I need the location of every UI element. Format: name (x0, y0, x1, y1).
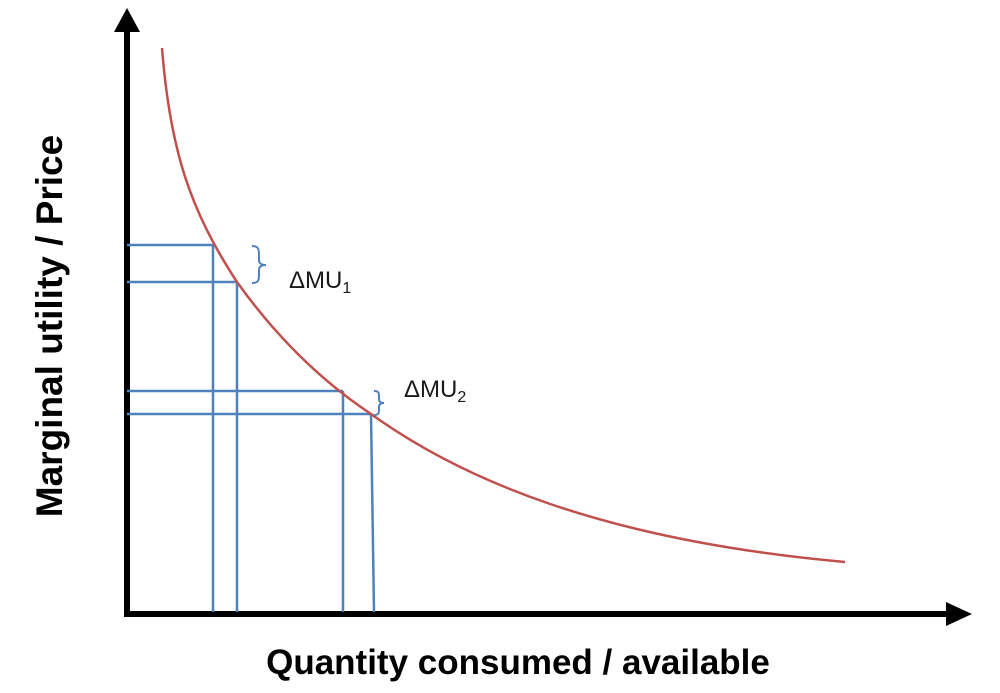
guide-v-2b (369, 413, 376, 613)
delta-mu-1-label: ΔMU1 (289, 267, 351, 297)
delta-brace-1 (251, 245, 267, 284)
delta-mu-1-sub: 1 (342, 280, 351, 297)
marginal-utility-curve (160, 47, 846, 564)
y-axis-title: Marginal utility / Price (29, 135, 70, 517)
x-axis-arrowhead (946, 602, 972, 626)
y-axis-arrowhead (114, 8, 140, 32)
x-axis-title: Quantity consumed / available (266, 643, 770, 682)
delta-mu-2-sub: 2 (457, 389, 466, 406)
delta-mu-2-main: ΔMU (404, 376, 457, 403)
delta-mu-2-label: ΔMU2 (404, 376, 466, 406)
delta-brace-2 (373, 390, 385, 416)
delta-mu-1-main: ΔMU (289, 267, 342, 294)
guides-pair-1 (127, 243, 239, 612)
guides-pair-2 (127, 389, 376, 613)
